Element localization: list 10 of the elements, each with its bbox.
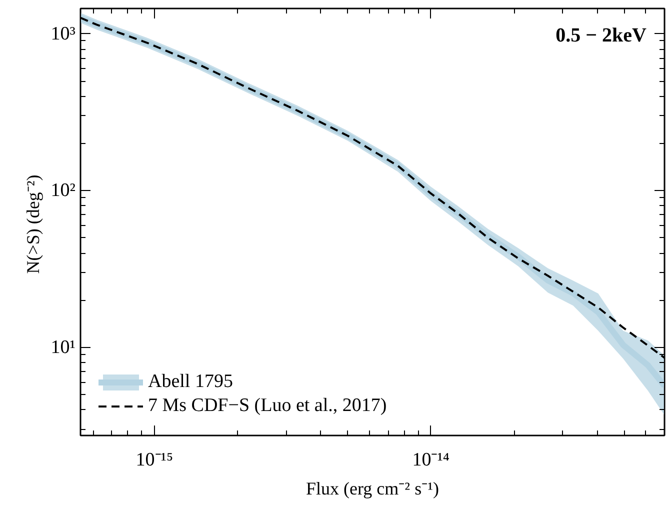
legend-label: 7 Ms CDF−S (Luo et al., 2017) [148,395,387,417]
x-axis-title: Flux (erg cm⁻² s⁻¹) [306,478,439,498]
y-axis-title: N(>S) (deg⁻²) [22,174,43,274]
y-tick-label: 10² [50,180,76,202]
x-tick-label: 10⁻¹⁴ [412,450,450,470]
x-tick-label: 10⁻¹⁵ [136,450,174,470]
annotation: 0.5 − 2keV [556,24,648,46]
y-tick-label: 10¹ [50,337,76,358]
legend-label: Abell 1795 [148,371,233,393]
y-tick-label: 10³ [50,23,76,44]
